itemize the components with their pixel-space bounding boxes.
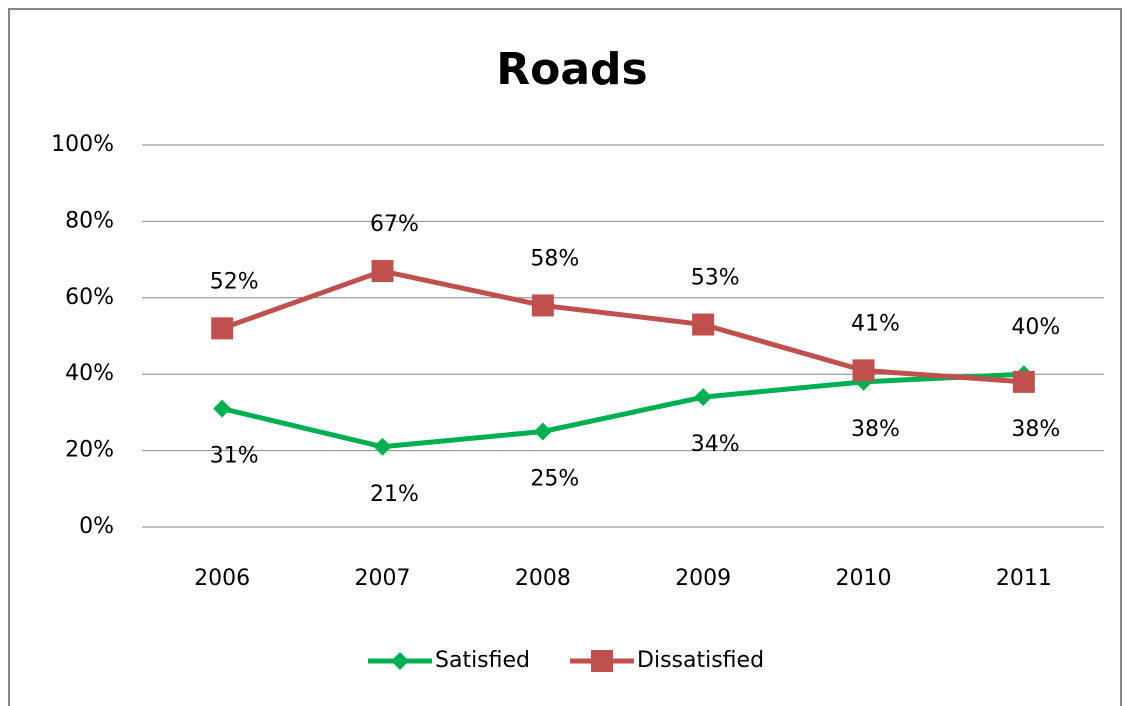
data-point — [531, 294, 554, 317]
data-point — [692, 313, 715, 336]
data-point — [213, 399, 232, 418]
data-point — [1012, 370, 1035, 393]
x-tick-label: 2011 — [996, 566, 1052, 591]
x-tick-label: 2007 — [355, 566, 411, 591]
data-point — [373, 437, 392, 456]
data-label: 58% — [530, 246, 579, 271]
data-point — [694, 388, 713, 407]
legend-label: Satisfied — [435, 648, 530, 673]
x-tick-label: 2008 — [515, 566, 571, 591]
data-label: 31% — [210, 444, 259, 469]
y-tick-label: 60% — [65, 285, 114, 310]
data-point — [533, 422, 552, 441]
series-line — [221, 371, 1024, 450]
data-label: 38% — [1011, 417, 1060, 442]
chart-title: Roads — [496, 44, 648, 95]
data-label: 38% — [851, 417, 900, 442]
data-label: 34% — [691, 432, 740, 457]
x-tick-label: 2009 — [675, 566, 731, 591]
data-point — [371, 260, 394, 283]
data-label: 52% — [210, 269, 259, 294]
data-label: 41% — [851, 311, 900, 336]
chart-border — [8, 8, 1122, 706]
x-tick-label: 2006 — [194, 566, 250, 591]
legend-marker — [391, 652, 409, 670]
data-label: 53% — [691, 266, 740, 291]
data-label: 25% — [530, 467, 579, 492]
data-label: 21% — [370, 482, 419, 507]
legend-marker — [591, 650, 614, 672]
legend-label: Dissatisfied — [637, 648, 764, 673]
y-tick-label: 100% — [51, 132, 114, 157]
series-line — [221, 268, 1025, 385]
data-point — [852, 359, 875, 382]
data-label: 67% — [370, 212, 419, 237]
y-tick-label: 0% — [79, 514, 114, 539]
data-point — [211, 317, 234, 340]
y-tick-label: 80% — [65, 208, 114, 233]
y-tick-label: 40% — [65, 361, 114, 386]
x-tick-label: 2010 — [836, 566, 892, 591]
y-tick-label: 20% — [65, 438, 114, 463]
data-label: 40% — [1011, 315, 1060, 340]
